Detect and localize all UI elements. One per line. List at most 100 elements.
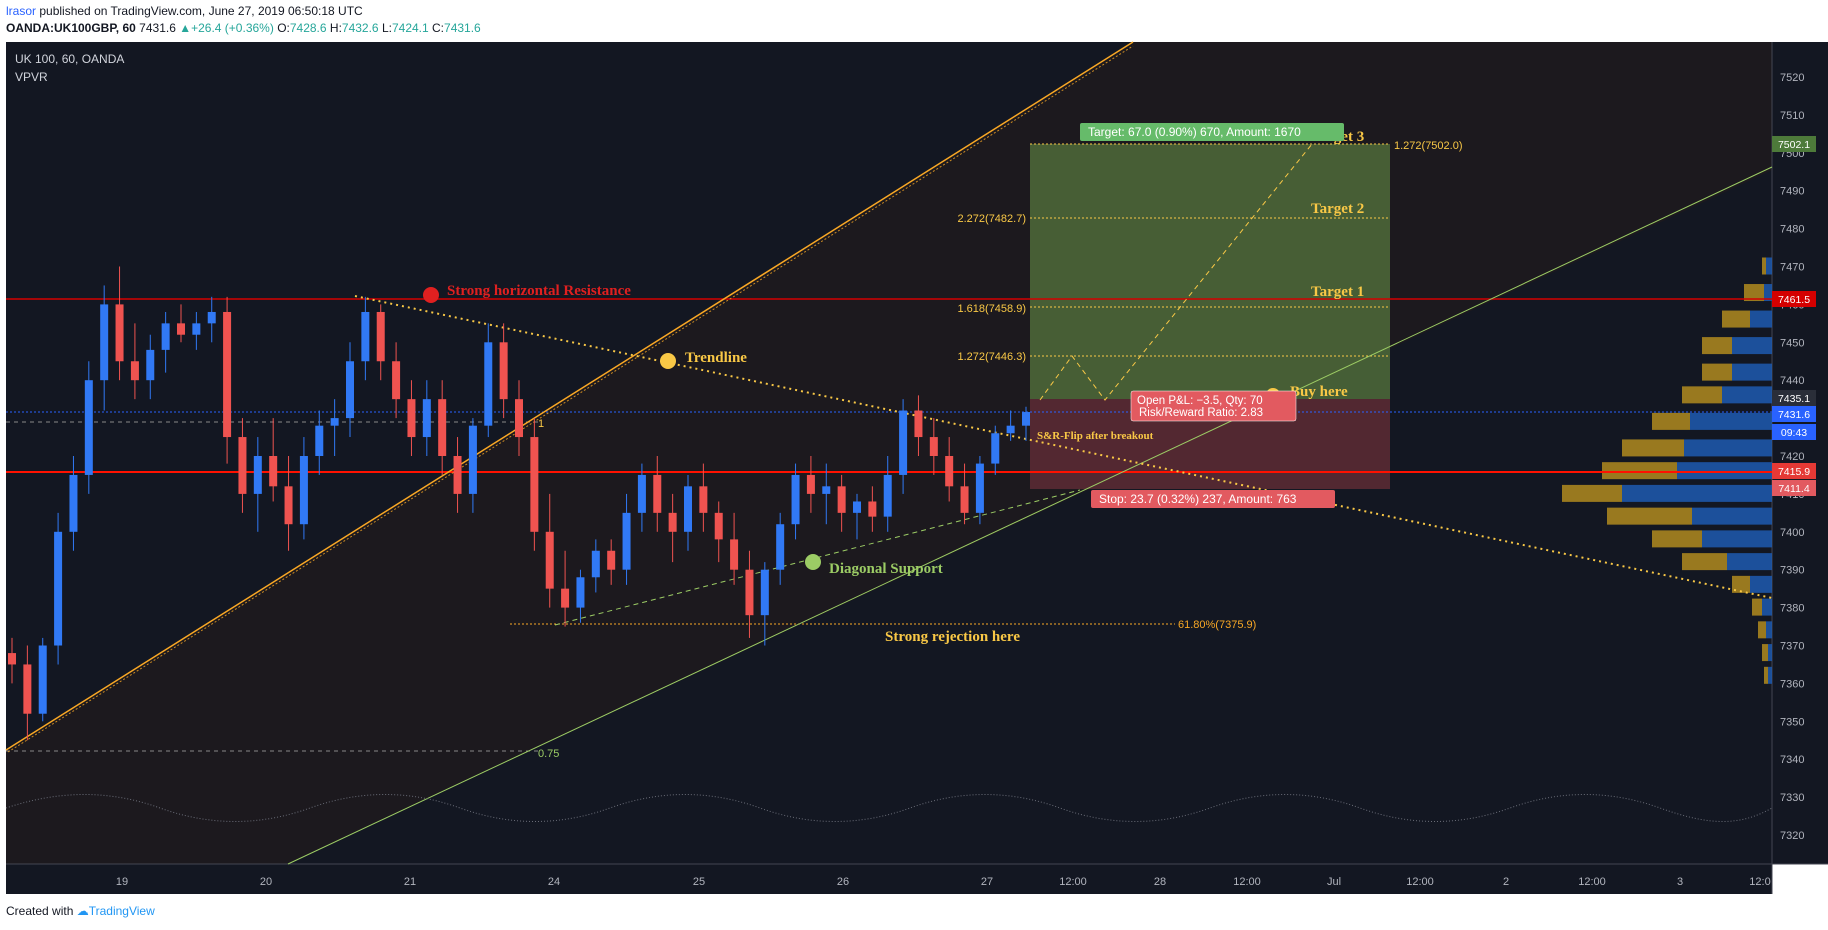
candle-body bbox=[760, 569, 769, 616]
candle-body bbox=[515, 399, 523, 438]
volume-bar-buy bbox=[1732, 363, 1772, 381]
candle-body bbox=[315, 425, 324, 456]
volume-bar-buy bbox=[1692, 507, 1772, 525]
candle-body bbox=[69, 474, 78, 532]
volume-bar-buy bbox=[1722, 386, 1772, 404]
volume-bar-sell bbox=[1758, 621, 1766, 639]
x-tick-label: 25 bbox=[693, 876, 705, 888]
price-badge-label: 7502.1 bbox=[1778, 139, 1810, 151]
footer-text: Created with bbox=[6, 904, 74, 918]
fib-1272-label: 1.272(7446.3) bbox=[958, 351, 1027, 363]
candle-body bbox=[330, 418, 339, 426]
volume-bar-sell bbox=[1702, 337, 1732, 355]
y-tick-label: 7350 bbox=[1780, 716, 1804, 728]
volume-bar-buy bbox=[1690, 412, 1772, 430]
candle-body bbox=[576, 577, 585, 608]
y-tick-label: 7340 bbox=[1780, 754, 1804, 766]
high-label: H: bbox=[329, 21, 342, 35]
candle-body bbox=[468, 425, 477, 494]
footer-brand-link[interactable]: TradingView bbox=[88, 904, 155, 918]
candle-body bbox=[146, 349, 155, 381]
candle-body bbox=[499, 342, 508, 400]
descending-trendline[interactable] bbox=[354, 295, 1773, 599]
candle-body bbox=[960, 486, 969, 513]
volume-bar-sell bbox=[1652, 530, 1702, 548]
x-tick-label: 12:00 bbox=[1059, 876, 1087, 888]
author-link[interactable]: lrasor bbox=[6, 4, 37, 18]
candle-body bbox=[453, 456, 462, 494]
publish-info: lrasor published on TradingView.com, Jun… bbox=[6, 4, 363, 18]
x-tick-label: 28 bbox=[1154, 876, 1166, 888]
volume-bar-buy bbox=[1750, 310, 1772, 328]
price-badge bbox=[1772, 136, 1816, 152]
price-change: +26.4 (+0.36%) bbox=[191, 21, 274, 35]
candle-body bbox=[299, 456, 308, 525]
volume-bar-sell bbox=[1744, 284, 1764, 302]
candle-body bbox=[284, 486, 293, 525]
x-tick-label: Jul bbox=[1327, 876, 1341, 888]
y-axis-ticks: 7320733073407350736073707380739074007410… bbox=[1780, 72, 1804, 842]
candle-body bbox=[223, 311, 232, 438]
low-value: 7424.1 bbox=[391, 21, 429, 35]
candle-body bbox=[38, 645, 47, 714]
price-badge-label: 7461.5 bbox=[1778, 294, 1810, 306]
x-tick-label: 12:00 bbox=[1578, 876, 1606, 888]
candle-body bbox=[530, 437, 539, 532]
candle-body bbox=[484, 342, 493, 426]
legend-indicator[interactable]: VPVR bbox=[15, 70, 48, 84]
candle-body bbox=[346, 361, 354, 419]
candle-body bbox=[791, 474, 800, 525]
volume-bar-buy bbox=[1702, 530, 1772, 548]
pnl-line1: Open P&L: −3.5, Qty: 70 bbox=[1137, 395, 1263, 407]
candle-body bbox=[253, 456, 262, 494]
candle-body bbox=[975, 463, 984, 513]
volume-bar-sell bbox=[1682, 553, 1727, 571]
candle-body bbox=[699, 486, 708, 513]
channel-upper-line[interactable] bbox=[5, 41, 1134, 751]
fib-1-label: 1 bbox=[538, 418, 544, 430]
diagonal-support-line[interactable] bbox=[287, 166, 1773, 865]
x-tick-label: 24 bbox=[548, 876, 560, 888]
volume-bar-sell bbox=[1762, 644, 1768, 662]
chart-legend: UK 100, 60, OANDA VPVR bbox=[15, 52, 124, 84]
diagonal-support-label: Diagonal Support bbox=[829, 561, 943, 577]
x-tick-label: 19 bbox=[116, 876, 128, 888]
volume-bar-buy bbox=[1622, 484, 1772, 502]
y-tick-label: 7330 bbox=[1780, 792, 1804, 804]
pnl-info-box[interactable] bbox=[1130, 390, 1297, 422]
candle-body bbox=[776, 524, 785, 570]
volume-bar-sell bbox=[1702, 363, 1732, 381]
candle-body bbox=[607, 550, 616, 570]
legend-title: UK 100, 60, OANDA bbox=[15, 52, 124, 66]
y-tick-label: 7370 bbox=[1780, 641, 1804, 653]
price-scale[interactable] bbox=[1772, 42, 1828, 864]
volume-bar-buy bbox=[1762, 598, 1772, 616]
price-badge bbox=[1772, 463, 1816, 479]
volume-bar-sell bbox=[1752, 598, 1762, 616]
volume-bar-sell bbox=[1602, 462, 1677, 480]
high-value: 7432.6 bbox=[341, 21, 379, 35]
footer: Created with ☁TradingView bbox=[6, 904, 155, 918]
target-info-box[interactable] bbox=[1080, 123, 1344, 141]
candle-body bbox=[192, 323, 201, 335]
candle-body bbox=[561, 588, 570, 608]
target1-label: Target 1 bbox=[1311, 284, 1364, 300]
candle-body bbox=[730, 539, 739, 570]
x-axis-ticks: 19 20 21 24 25 26 27 12:00 28 12:00 Jul 12:00 2 12:00… bbox=[116, 876, 1771, 888]
stop-info-text: Stop: 23.7 (0.32%) 237, Amount: 763 bbox=[1099, 492, 1297, 506]
buy-label: Buy here bbox=[1290, 384, 1348, 400]
price-badge bbox=[1772, 480, 1816, 496]
candle-body bbox=[868, 501, 877, 517]
cycle-wave bbox=[5, 794, 1773, 822]
candle-body bbox=[422, 399, 431, 438]
stop-info-box[interactable] bbox=[1091, 490, 1335, 508]
x-tick-label: 21 bbox=[404, 876, 416, 888]
candle-body bbox=[438, 399, 447, 456]
support-marker-icon bbox=[805, 554, 821, 570]
time-scale[interactable] bbox=[6, 864, 1772, 894]
candle-body bbox=[130, 361, 139, 381]
volume-bar-buy bbox=[1727, 553, 1772, 571]
y-tick-label: 7480 bbox=[1780, 224, 1804, 236]
candle-body bbox=[883, 474, 892, 517]
